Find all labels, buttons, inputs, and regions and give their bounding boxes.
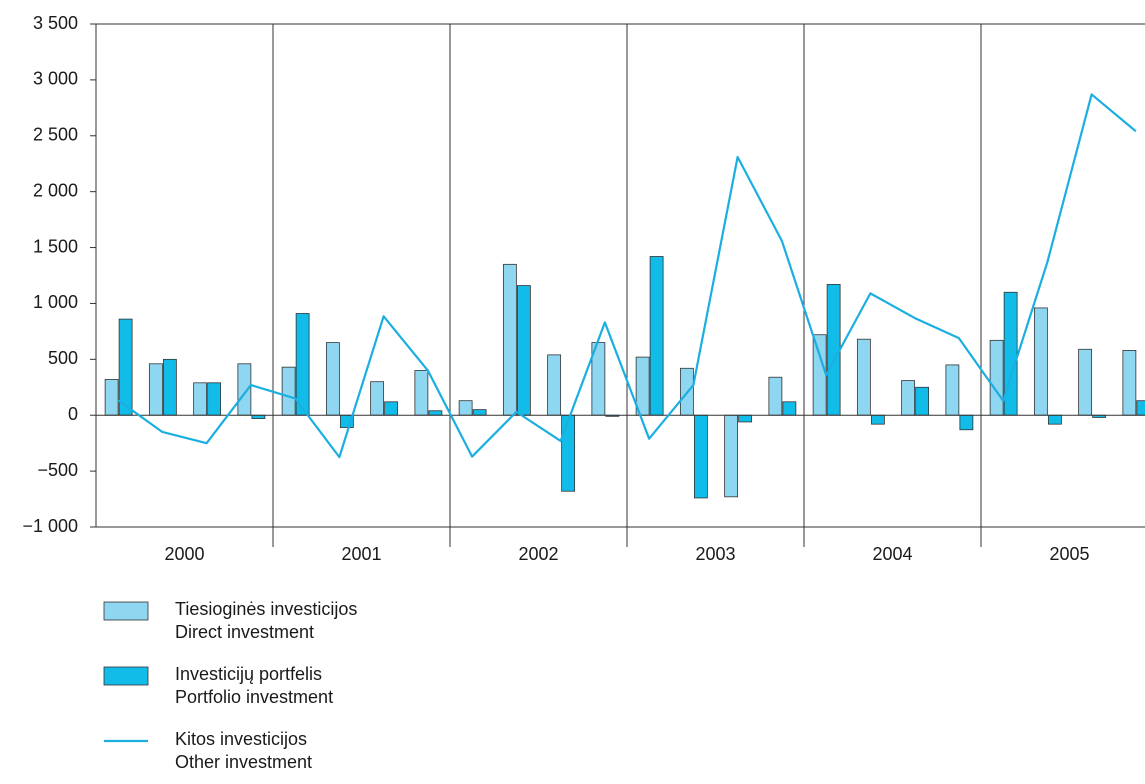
bar [1003, 291, 1018, 416]
bar [1033, 307, 1048, 416]
legend-swatch [103, 666, 149, 686]
bar [237, 363, 252, 416]
legend-label-en: Portfolio investment [175, 687, 333, 707]
bar [826, 284, 841, 416]
bar [502, 263, 517, 416]
bar [458, 400, 473, 416]
bar [281, 366, 296, 416]
bar [193, 382, 208, 416]
x-group-label: 2004 [872, 544, 912, 564]
legend-label-en: Direct investment [175, 622, 314, 642]
bar [148, 363, 163, 416]
bar [295, 313, 310, 416]
bar [724, 414, 739, 498]
bar [516, 285, 531, 416]
x-group-label: 2001 [341, 544, 381, 564]
bar [649, 256, 664, 416]
bar [915, 386, 930, 416]
bar [812, 334, 827, 416]
y-tick-label: −1 000 [22, 516, 78, 536]
bar [1136, 400, 1145, 416]
bar [118, 318, 133, 416]
bar [104, 379, 119, 416]
bar [1078, 348, 1093, 416]
bar [768, 376, 783, 416]
bar [901, 380, 916, 416]
bar [693, 414, 708, 499]
line [117, 93, 1137, 459]
bar [251, 414, 266, 419]
y-tick-label: 1 000 [33, 292, 78, 312]
y-tick-label: −500 [37, 460, 78, 480]
bar [414, 370, 429, 416]
legend-label-en: Other investment [175, 752, 312, 772]
y-tick-label: 3 500 [33, 13, 78, 33]
bar [162, 358, 177, 416]
bar [428, 410, 443, 416]
y-tick-label: 0 [68, 404, 78, 424]
y-tick-label: 500 [48, 348, 78, 368]
bar [207, 382, 222, 416]
bar [856, 338, 871, 416]
bar [945, 364, 960, 416]
bar [870, 414, 885, 425]
y-tick-label: 1 500 [33, 236, 78, 256]
bar [959, 414, 974, 431]
x-group-label: 2000 [164, 544, 204, 564]
bar [1122, 349, 1137, 416]
bar [547, 354, 562, 416]
legend-label: Kitos investicijos [175, 729, 307, 749]
bar [1047, 414, 1062, 425]
bar [384, 401, 399, 416]
y-tick-label: 2 500 [33, 125, 78, 145]
x-group-label: 2002 [518, 544, 558, 564]
y-tick-label: 2 000 [33, 180, 78, 200]
bar [635, 356, 650, 416]
bar [472, 409, 487, 416]
bar [325, 342, 340, 416]
bar [738, 414, 753, 423]
bar [561, 414, 576, 492]
legend-label: Tiesioginės investicijos [175, 599, 357, 619]
x-group-label: 2003 [695, 544, 735, 564]
legend-swatch [103, 601, 149, 621]
x-group-label: 2005 [1049, 544, 1089, 564]
bar [782, 401, 797, 416]
bar [370, 381, 385, 416]
y-tick-label: 3 000 [33, 69, 78, 89]
bar [989, 339, 1004, 416]
legend-label: Investicijų portfelis [175, 664, 322, 684]
